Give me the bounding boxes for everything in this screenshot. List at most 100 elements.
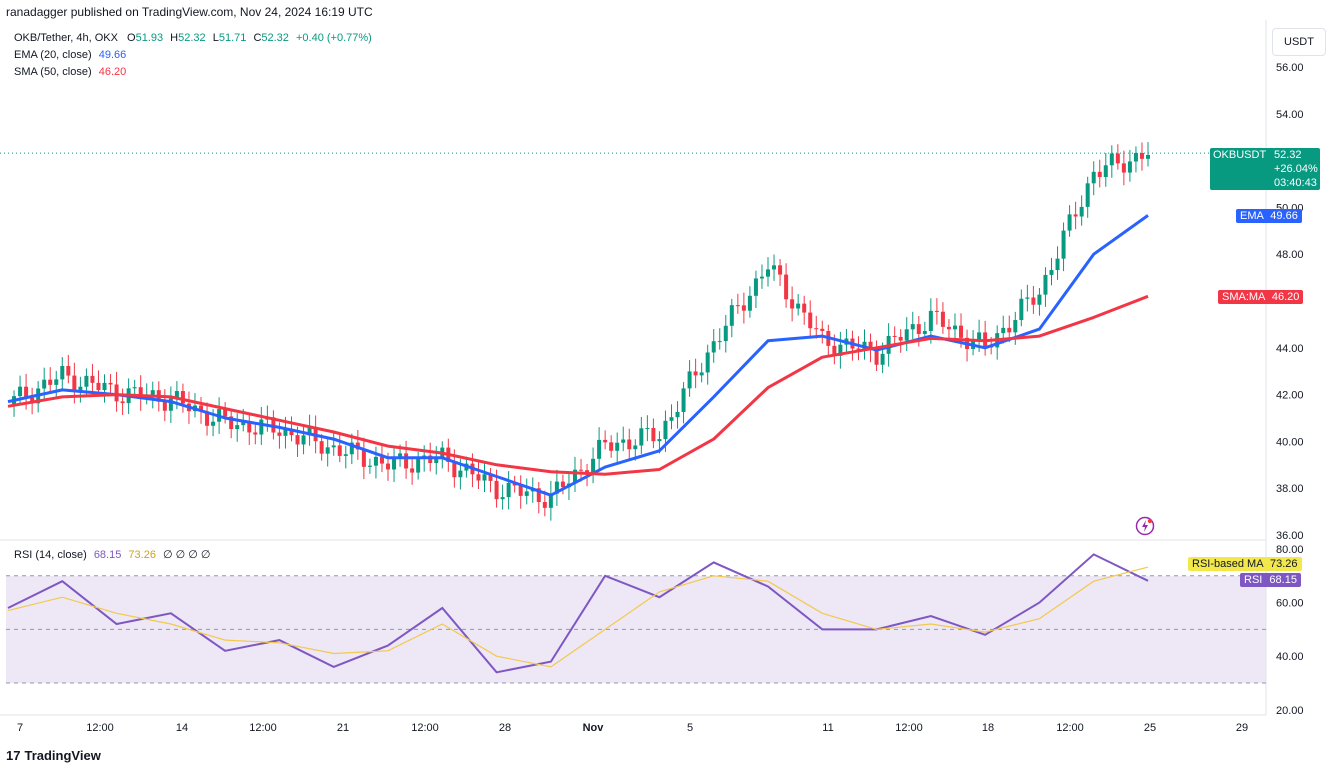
- rsi-legend[interactable]: RSI (14, close) 68.15 73.26 ∅ ∅ ∅ ∅: [14, 548, 211, 561]
- candle-body: [591, 458, 596, 475]
- last-price-tag: OKBUSDT 52.32 +26.04% 03:40:43: [1210, 148, 1320, 190]
- candle-body: [735, 305, 740, 307]
- candle-body: [150, 390, 155, 396]
- last-price-change: +26.04%: [1274, 163, 1318, 175]
- candle-body: [747, 295, 752, 311]
- candle-body: [928, 310, 933, 331]
- rsi-ma-tag: RSI-based MA 73.26: [1188, 557, 1302, 571]
- candle-body: [506, 482, 511, 498]
- time-tick-label: Nov: [583, 722, 605, 734]
- tradingview-mark-icon: 17: [6, 748, 21, 763]
- candle-body: [952, 325, 957, 330]
- sma-legend[interactable]: SMA (50, close) 46.20: [14, 66, 126, 78]
- candle-body: [168, 398, 173, 411]
- candle-body: [1049, 270, 1054, 275]
- candle-body: [1043, 274, 1048, 295]
- rsi-tick-label: 20.00: [1276, 705, 1304, 717]
- candle-body: [114, 384, 119, 402]
- candle-body: [639, 428, 644, 446]
- sma-tag-label: SMA:MA: [1222, 291, 1265, 303]
- candle-body: [904, 329, 909, 341]
- candle-body: [759, 276, 764, 279]
- indicator-lines: [7, 214, 1149, 674]
- candle-body: [874, 349, 879, 365]
- rsi-tick-label: 80.00: [1276, 544, 1304, 556]
- candle-body: [205, 411, 210, 426]
- low-label: L: [212, 32, 219, 44]
- candle-body: [892, 335, 897, 337]
- candle-body: [72, 375, 77, 392]
- candle-body: [241, 421, 246, 426]
- candle-body: [615, 442, 620, 451]
- open-value: 51.93: [135, 32, 164, 44]
- ema-tag-value: 49.66: [1270, 210, 1298, 222]
- candle-body: [60, 365, 65, 380]
- candle-body: [1133, 152, 1138, 162]
- candle-body: [669, 417, 674, 421]
- rsi-tag-value: 68.15: [1269, 574, 1297, 586]
- close-label: C: [253, 32, 262, 44]
- candle-body: [500, 497, 505, 500]
- last-price-countdown: 03:40:43: [1274, 177, 1317, 189]
- candle-body: [392, 457, 397, 470]
- candle-body: [1085, 183, 1090, 207]
- time-tick-label: 12:00: [411, 722, 439, 734]
- rsi-tag: RSI 68.15: [1240, 573, 1301, 587]
- change-value: +0.40 (+0.77%): [295, 32, 372, 44]
- candle-body: [868, 341, 873, 350]
- candle-body: [699, 372, 704, 376]
- rsi-ma-tag-label: RSI-based MA: [1192, 558, 1263, 570]
- candle-body: [84, 375, 89, 387]
- rsi-legend-label: RSI (14, close): [14, 549, 87, 561]
- candle-body: [289, 428, 294, 436]
- candle-body: [253, 432, 258, 435]
- candle-body: [820, 328, 825, 331]
- candle-body: [488, 474, 493, 481]
- candle-body: [651, 428, 656, 442]
- candle-body: [458, 470, 463, 478]
- candle-body: [542, 502, 547, 508]
- ema-legend[interactable]: EMA (20, close) 49.66: [14, 49, 126, 61]
- ema-legend-value: 49.66: [98, 49, 127, 61]
- candle-body: [379, 456, 384, 464]
- candle-body: [681, 388, 686, 412]
- candle-body: [211, 421, 216, 426]
- ema-line: [7, 214, 1149, 497]
- candle-body: [603, 439, 608, 443]
- candle-body: [1079, 206, 1084, 217]
- currency-button[interactable]: USDT: [1272, 28, 1326, 56]
- candle-body: [1091, 171, 1096, 184]
- candle-body: [482, 474, 487, 481]
- ema-legend-label: EMA (20, close): [14, 49, 92, 61]
- candle-body: [729, 305, 734, 326]
- time-tick-label: 12:00: [249, 722, 277, 734]
- candle-body: [174, 391, 179, 399]
- candle-body: [675, 411, 680, 418]
- tradingview-logo[interactable]: 17 TradingView: [6, 748, 101, 763]
- candle-body: [307, 427, 312, 436]
- lightning-icon[interactable]: [1135, 516, 1155, 536]
- rsi-ma-line: [7, 566, 1149, 668]
- candle-body: [518, 485, 523, 496]
- candle-body: [1073, 214, 1078, 217]
- candle-body: [898, 336, 903, 341]
- candle-body: [30, 397, 35, 404]
- price-tick-label: 54.00: [1276, 109, 1304, 121]
- ema-tag: EMA 49.66: [1236, 209, 1302, 223]
- candle-body: [627, 439, 632, 450]
- candle-body: [922, 330, 927, 334]
- candle-body: [711, 341, 716, 353]
- time-tick-label: 28: [499, 722, 511, 734]
- candle-body: [946, 326, 951, 330]
- candle-body: [663, 420, 668, 440]
- rsi-tick-label: 60.00: [1276, 598, 1304, 610]
- candle-body: [723, 325, 728, 342]
- candle-body: [386, 463, 390, 470]
- candle-body: [621, 439, 626, 443]
- candle-body: [319, 441, 324, 454]
- candle-body: [162, 401, 167, 411]
- time-tick-label: 12:00: [86, 722, 114, 734]
- candle-body: [1061, 230, 1066, 259]
- candle-body: [96, 382, 101, 391]
